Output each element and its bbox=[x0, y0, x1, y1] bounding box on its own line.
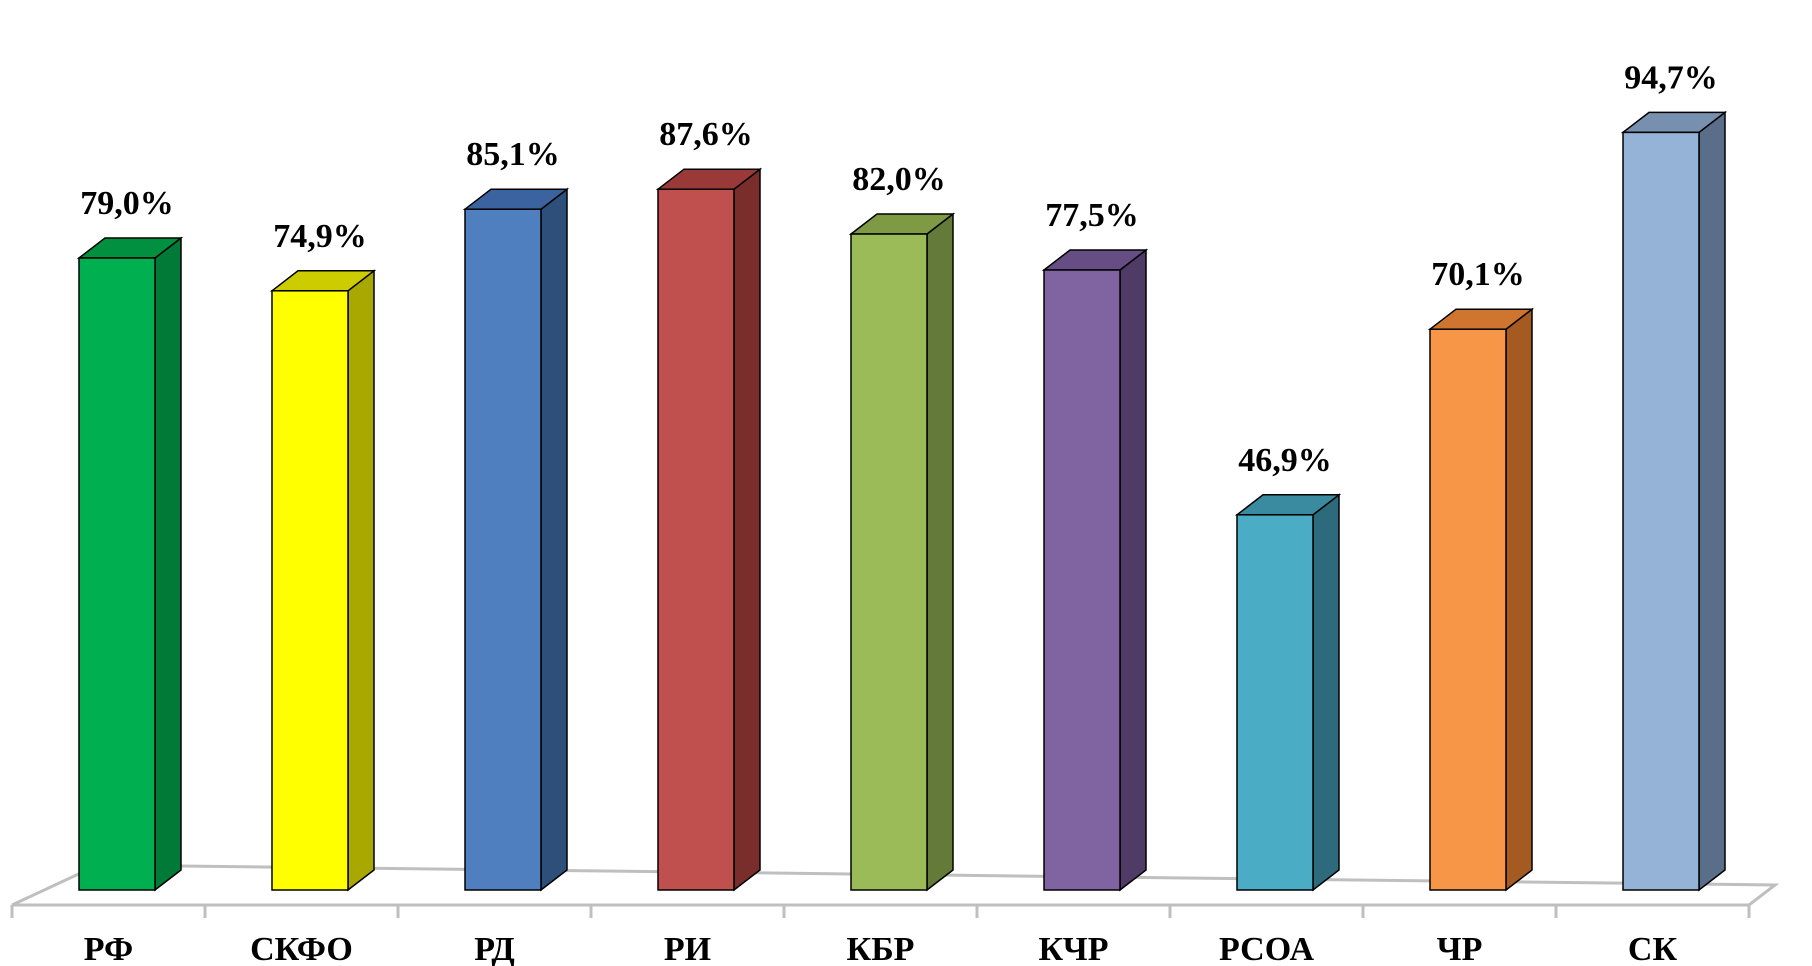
bar-front-face bbox=[850, 233, 928, 891]
bar-РФ bbox=[76, 236, 184, 892]
x-tick-label: РД bbox=[474, 931, 515, 966]
bar-ЧР bbox=[1427, 307, 1535, 892]
data-label: 94,7% bbox=[1624, 59, 1718, 96]
data-label: 77,5% bbox=[1045, 197, 1139, 234]
bar-front-face bbox=[1043, 269, 1121, 891]
bar-front-face bbox=[1622, 131, 1700, 891]
value-labels-group: 79,0% 74,9% 85,1% 87,6% 82,0% 77,5% 46,9% 70,1%… bbox=[80, 59, 1718, 478]
bar-side-face bbox=[347, 269, 375, 892]
bar-front-face bbox=[78, 257, 156, 891]
bar-side-face bbox=[1312, 493, 1340, 892]
data-label: 79,0% bbox=[80, 185, 174, 222]
bar-СК bbox=[1620, 110, 1728, 892]
data-label: 70,1% bbox=[1431, 256, 1525, 293]
category-labels-group: РФ СКФО РД РИ КБР КЧР РСОА ЧР СК bbox=[84, 931, 1678, 966]
x-tick-label: РСОА bbox=[1219, 931, 1314, 966]
data-label: 46,9% bbox=[1238, 442, 1332, 479]
bar-front-face bbox=[271, 290, 349, 891]
bar-front-face bbox=[657, 188, 735, 891]
data-label: 82,0% bbox=[852, 161, 946, 198]
bar-side-face bbox=[1698, 110, 1726, 892]
bars-group bbox=[76, 110, 1728, 892]
bar-side-face bbox=[733, 167, 761, 892]
x-tick-label: СК bbox=[1628, 931, 1678, 966]
x-tick-label: ЧР bbox=[1437, 931, 1483, 966]
chart-floor bbox=[10, 863, 1780, 918]
data-label: 85,1% bbox=[466, 136, 560, 173]
bar-side-face bbox=[540, 187, 568, 892]
x-tick-label: РИ bbox=[664, 931, 711, 966]
bar-front-face bbox=[464, 208, 542, 891]
x-tick-label: КЧР bbox=[1039, 931, 1109, 966]
bar-front-face bbox=[1429, 328, 1507, 891]
bar-front-face bbox=[1236, 514, 1314, 891]
bar-КБР bbox=[848, 212, 956, 892]
x-tick-label: СКФО bbox=[250, 931, 353, 966]
bar-РИ bbox=[655, 167, 763, 892]
bar-РСОА bbox=[1234, 493, 1342, 892]
bar-КЧР bbox=[1041, 248, 1149, 892]
x-tick-label: РФ bbox=[84, 931, 133, 966]
bar-СКФО bbox=[269, 269, 377, 892]
data-label: 74,9% bbox=[273, 218, 367, 255]
bar-side-face bbox=[154, 236, 182, 892]
x-tick-label: КБР bbox=[847, 931, 915, 966]
bar-side-face bbox=[1505, 307, 1533, 892]
bar-side-face bbox=[926, 212, 954, 892]
data-label: 87,6% bbox=[659, 116, 753, 153]
bar-РД bbox=[462, 187, 570, 892]
bar-side-face bbox=[1119, 248, 1147, 892]
